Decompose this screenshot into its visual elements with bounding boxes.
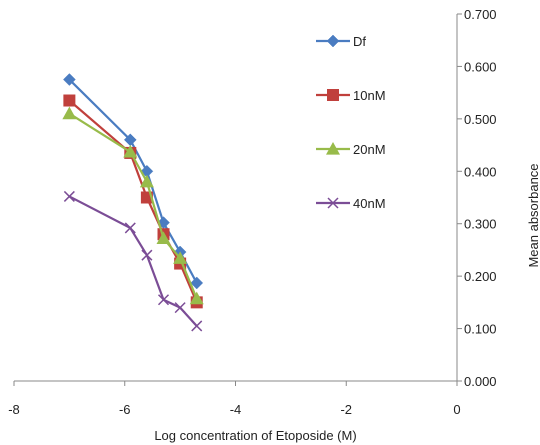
x-axis-ticks: -8 -6 -4 -2 0 — [8, 381, 461, 417]
data-point-20nm — [139, 174, 154, 188]
legend-marker — [327, 89, 339, 101]
y-tick-label: 0.000 — [464, 374, 497, 389]
legend-item-df: Df — [316, 34, 366, 49]
data-point-40nm — [174, 302, 186, 314]
y-tick-label: 0.700 — [464, 7, 497, 22]
y-tick-label: 0.500 — [464, 112, 497, 127]
legend-marker — [326, 142, 340, 155]
data-point-20nm — [123, 144, 138, 158]
x-tick-label: -6 — [119, 402, 131, 417]
data-point-df — [63, 73, 76, 86]
series-line-10nm — [68, 99, 198, 303]
data-point-40nm — [191, 320, 203, 332]
x-tick-label: -8 — [8, 402, 20, 417]
data-point-df — [190, 276, 204, 290]
series-10nm — [63, 94, 203, 309]
y-axis-title: Mean absorbance — [526, 163, 540, 267]
data-point-20nm — [173, 251, 188, 264]
y-tick-label: 0.300 — [464, 217, 497, 232]
y-tick-label: 0.600 — [464, 59, 497, 74]
data-point-20nm — [189, 291, 204, 305]
legend-label: 20nM — [353, 142, 386, 157]
legend-marker — [327, 197, 339, 209]
series-20nm — [62, 106, 204, 305]
y-tick-label: 0.200 — [464, 269, 497, 284]
data-point-40nm — [141, 249, 153, 261]
x-tick-label: -4 — [230, 402, 242, 417]
series-40nm — [63, 190, 203, 332]
y-tick-label: 0.400 — [464, 164, 497, 179]
legend-label: Df — [353, 34, 366, 49]
legend-label: 10nM — [353, 88, 386, 103]
data-point-10nm — [63, 94, 76, 107]
legend: Df 10nM 20nM 40nM — [316, 34, 386, 211]
data-point-40nm — [124, 222, 136, 234]
x-axis-title: Log concentration of Etoposide (M) — [154, 428, 356, 443]
data-point-40nm — [157, 294, 170, 306]
legend-item-40nm: 40nM — [316, 196, 386, 211]
series-line-20nm — [68, 112, 198, 300]
x-tick-label: 0 — [453, 402, 460, 417]
data-point-40nm — [63, 190, 75, 202]
legend-item-20nm: 20nM — [316, 142, 386, 157]
legend-label: 40nM — [353, 196, 386, 211]
x-tick-label: -2 — [340, 402, 352, 417]
data-point-20nm — [156, 231, 171, 244]
legend-item-10nm: 10nM — [316, 88, 386, 103]
axes — [14, 14, 458, 382]
data-point-20nm — [62, 106, 77, 120]
plot-series — [62, 73, 204, 332]
y-tick-label: 0.100 — [464, 322, 497, 337]
y-axis-ticks: 0.000 0.100 0.200 0.300 0.400 0.500 0.600 0.700 — [457, 7, 497, 389]
legend-marker — [326, 34, 340, 48]
